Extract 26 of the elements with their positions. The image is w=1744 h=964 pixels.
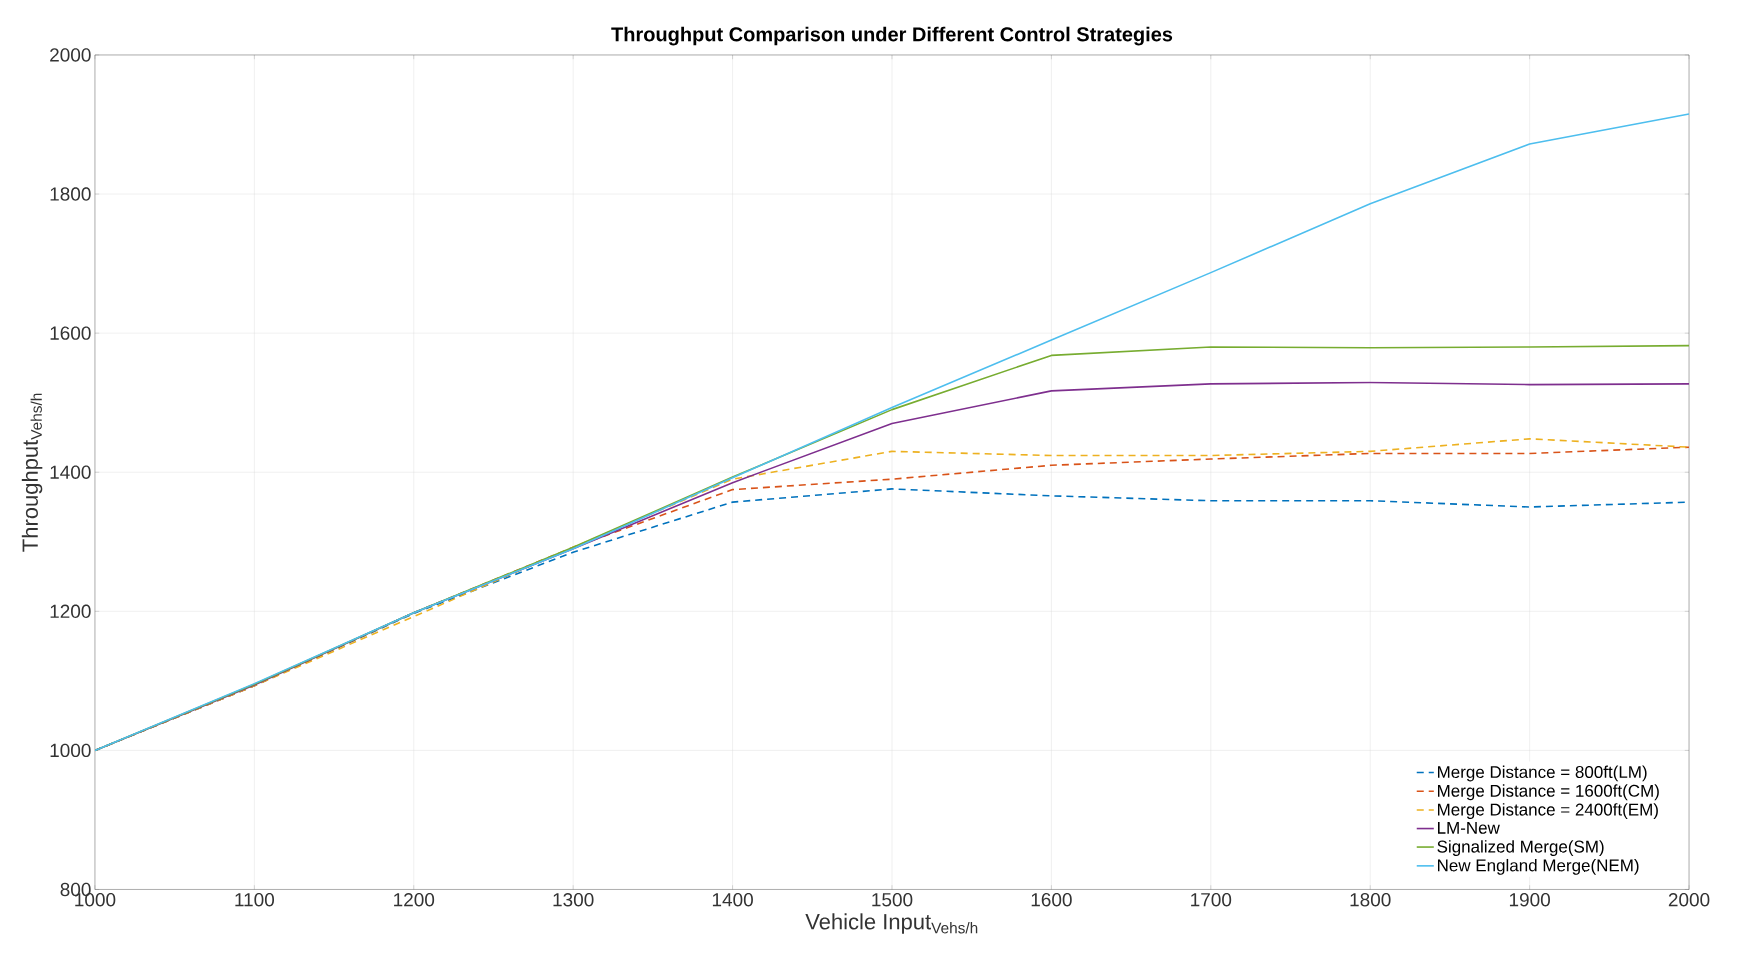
legend-label: Signalized Merge(SM) <box>1437 839 1604 856</box>
legend-label: Merge Distance = 1600ft(CM) <box>1438 784 1659 800</box>
x-tick-label: 2000 <box>1668 892 1710 907</box>
chart-title: Throughput Comparison under Different Control Strategies <box>611 26 1173 46</box>
y-axis-title: Throughput$_{Vehs/h}$ <box>21 393 43 552</box>
y-tick-label: 1600 <box>50 326 91 340</box>
x-axis-title: Vehicle Input$_{Vehs/h}$ <box>805 913 978 934</box>
x-tick-label: 1600 <box>1031 892 1072 907</box>
legend-label: New England Merge(NEM) <box>1438 858 1639 875</box>
x-tick-label: 1100 <box>235 892 275 907</box>
legend-label: Merge Distance = 800ft(LM) <box>1438 765 1647 782</box>
x-tick-label: 1500 <box>872 892 913 907</box>
y-tick-label: 1400 <box>50 465 91 479</box>
legend-label: LM-New <box>1438 821 1500 834</box>
x-tick-label: 1800 <box>1350 892 1391 907</box>
legend-label: Merge Distance = 2400ft(EM) <box>1438 802 1658 819</box>
x-tick-label: 1900 <box>1509 892 1550 907</box>
x-tick-label: 1700 <box>1191 892 1232 907</box>
y-tick-label: 2000 <box>50 48 91 62</box>
y-tick-label: 1000 <box>50 743 91 757</box>
line-series <box>94 113 1690 751</box>
x-tick-label: 1200 <box>394 892 435 907</box>
y-tick-label: 1200 <box>50 604 91 618</box>
y-tick-label: 1800 <box>50 187 91 201</box>
x-tick-label: 1400 <box>712 892 753 907</box>
x-tick-label: 1300 <box>553 892 594 907</box>
